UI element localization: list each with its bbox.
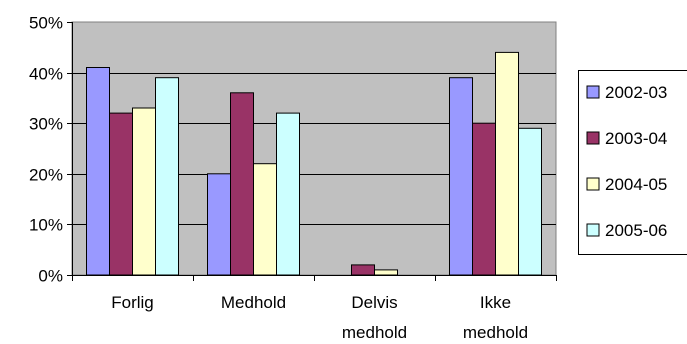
y-tick-label: 30% bbox=[29, 115, 63, 134]
bar-2002-03-3 bbox=[449, 77, 473, 276]
legend-swatch bbox=[586, 131, 600, 145]
y-tick-label: 50% bbox=[29, 14, 63, 33]
x-category-label: medhold bbox=[342, 323, 407, 342]
bar-2003-04-2 bbox=[351, 264, 375, 276]
y-tick-label: 0% bbox=[38, 267, 63, 286]
x-category-label: Forlig bbox=[111, 293, 154, 312]
bar-2004-05-3 bbox=[495, 51, 519, 276]
bar-2003-04-0 bbox=[109, 112, 133, 276]
bar-2003-04-1 bbox=[230, 92, 254, 276]
bar-2004-05-1 bbox=[253, 163, 277, 276]
x-category-label: Medhold bbox=[221, 293, 286, 312]
bar-2005-06-0 bbox=[155, 77, 179, 276]
x-category-label: medhold bbox=[463, 323, 528, 342]
legend-swatch bbox=[586, 223, 600, 237]
x-category-label: Ikke bbox=[480, 293, 511, 312]
y-tick-label: 10% bbox=[29, 216, 63, 235]
bar-2003-04-3 bbox=[472, 122, 496, 276]
y-axis: 0% 10% 20% 30% 40% 50% bbox=[29, 14, 73, 286]
legend-swatch bbox=[586, 85, 600, 99]
legend-label: 2004-05 bbox=[605, 175, 667, 194]
bars bbox=[86, 51, 542, 276]
legend: 2002-03 2003-04 2004-05 2005-06 bbox=[578, 70, 687, 255]
legend-swatch bbox=[586, 177, 600, 191]
bar-2002-03-1 bbox=[207, 173, 231, 276]
legend-label: 2002-03 bbox=[605, 83, 667, 102]
legend-label: 2005-06 bbox=[605, 221, 667, 240]
y-tick-label: 40% bbox=[29, 65, 63, 84]
legend-label: 2003-04 bbox=[605, 129, 667, 148]
bar-2004-05-0 bbox=[132, 107, 156, 276]
bar-2004-05-2 bbox=[374, 269, 398, 276]
y-tick-label: 20% bbox=[29, 166, 63, 185]
x-category-label: Delvis bbox=[351, 293, 397, 312]
bar-2005-06-1 bbox=[276, 112, 300, 276]
bar-2005-06-3 bbox=[518, 127, 542, 276]
bar-2002-03-0 bbox=[86, 67, 110, 276]
x-axis: Forlig Medhold Delvis medhold Ikke medhold bbox=[72, 275, 557, 342]
